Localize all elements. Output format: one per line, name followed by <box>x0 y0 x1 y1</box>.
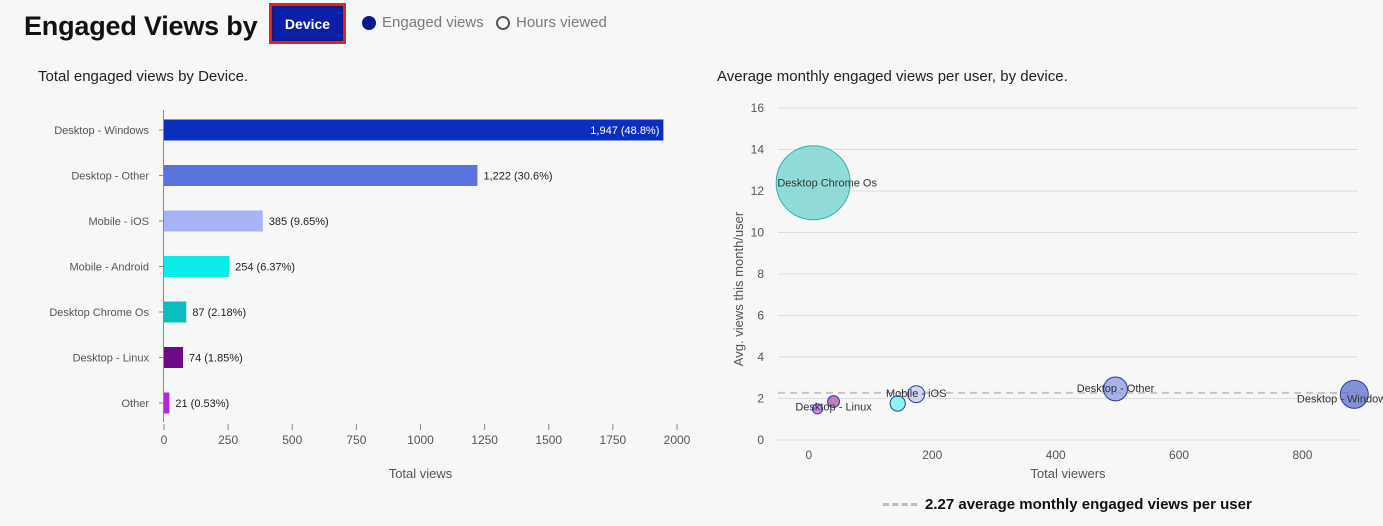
bar-data-label: 385 (9.65%) <box>269 216 329 228</box>
bubble-label: Mobile - iOS <box>886 388 947 400</box>
x-tick-label: 0 <box>806 448 813 462</box>
bubble-chart-title: Average monthly engaged views per user, … <box>717 68 1068 85</box>
bar-data-label: 1,947 (48.8%) <box>590 125 659 137</box>
x-tick-label: 800 <box>1292 448 1312 462</box>
bar[interactable] <box>164 165 478 186</box>
bar-data-label: 21 (0.53%) <box>175 398 229 410</box>
bubble-label: Desktop - Linux <box>795 402 872 414</box>
y-tick-label: 8 <box>757 267 764 281</box>
legend-toggle-hours-viewed[interactable]: Hours viewed <box>496 14 607 31</box>
bubble-label: Desktop - Windows <box>1297 393 1383 405</box>
bubble-chart: 0 2 4 6 8 10 12 14 16 0 200 400 600 800 Total viewers A… <box>731 101 1383 481</box>
y-tick-label: 12 <box>751 184 765 198</box>
bubble[interactable] <box>811 403 824 415</box>
bar[interactable] <box>164 301 187 323</box>
bar-data-label: 87 (2.18%) <box>192 307 246 319</box>
bar-chart-title: Total engaged views by Device. <box>38 68 249 85</box>
category-tick-label: Desktop - Windows <box>54 125 149 137</box>
bubble[interactable] <box>775 145 851 221</box>
page-title: Engaged Views by <box>24 10 258 41</box>
category-tick-label: Desktop - Other <box>71 171 149 183</box>
bar[interactable] <box>164 119 664 141</box>
filled-circle-icon <box>362 15 376 30</box>
bubble[interactable] <box>827 395 840 409</box>
legend-toggle-label: Hours viewed <box>516 14 607 31</box>
bar-data-label: 74 (1.85%) <box>189 353 243 365</box>
bar-chart: Desktop - Windows 1,947 (48.8%) Desktop - … <box>49 110 690 481</box>
bubble-label: Desktop - Other <box>1077 383 1155 395</box>
y-tick-label: 0 <box>757 433 764 447</box>
x-axis-title: Total views <box>389 466 453 481</box>
empty-circle-icon <box>496 15 510 30</box>
category-tick-label: Mobile - Android <box>70 262 150 274</box>
y-tick-label: 16 <box>751 101 765 115</box>
y-tick-label: 4 <box>757 350 764 364</box>
x-axis-title: Total viewers <box>1030 466 1106 481</box>
dashed-line-icon <box>883 503 917 506</box>
bubble[interactable] <box>1103 376 1128 402</box>
x-tick-label: 400 <box>1046 448 1066 462</box>
y-tick-label: 2 <box>757 392 764 406</box>
x-tick-label: 1250 <box>471 433 498 447</box>
y-tick-label: 10 <box>751 226 765 240</box>
average-note-label: 2.27 average monthly engaged views per u… <box>925 496 1252 513</box>
bar-data-label: 254 (6.37%) <box>235 262 295 274</box>
legend-toggle-engaged-views[interactable]: Engaged views <box>362 14 484 31</box>
average-note: 2.27 average monthly engaged views per u… <box>883 496 1252 513</box>
bar-data-label: 1,222 (30.6%) <box>483 171 552 183</box>
category-tick-label: Desktop - Linux <box>73 353 150 365</box>
x-tick-label: 1500 <box>535 433 562 447</box>
x-tick-label: 750 <box>346 433 366 447</box>
bubble[interactable] <box>889 395 906 412</box>
device-dimension-button[interactable]: Device <box>269 3 346 44</box>
x-tick-label: 500 <box>282 433 302 447</box>
bubble[interactable] <box>1339 379 1369 409</box>
bar[interactable] <box>164 210 263 232</box>
bubble-label: Desktop Chrome Os <box>777 178 877 190</box>
header: Engaged Views by <box>24 6 258 46</box>
bubble[interactable] <box>907 385 926 404</box>
x-tick-label: 0 <box>161 433 168 447</box>
category-tick-label: Mobile - iOS <box>88 216 149 228</box>
x-tick-label: 2000 <box>664 433 690 447</box>
x-tick-label: 250 <box>218 433 238 447</box>
bar[interactable] <box>164 347 183 368</box>
legend-toggle-label: Engaged views <box>382 14 484 31</box>
bar[interactable] <box>164 256 230 277</box>
x-tick-label: 200 <box>922 448 942 462</box>
x-tick-label: 1750 <box>600 433 627 447</box>
category-tick-label: Desktop Chrome Os <box>49 307 149 319</box>
x-tick-label: 1000 <box>407 433 434 447</box>
y-tick-label: 14 <box>751 143 765 157</box>
x-tick-label: 600 <box>1169 448 1189 462</box>
bar[interactable] <box>164 392 170 414</box>
category-tick-label: Other <box>121 398 149 410</box>
y-axis-title: Avg. views this month/user <box>731 211 746 366</box>
y-tick-label: 6 <box>757 309 764 323</box>
